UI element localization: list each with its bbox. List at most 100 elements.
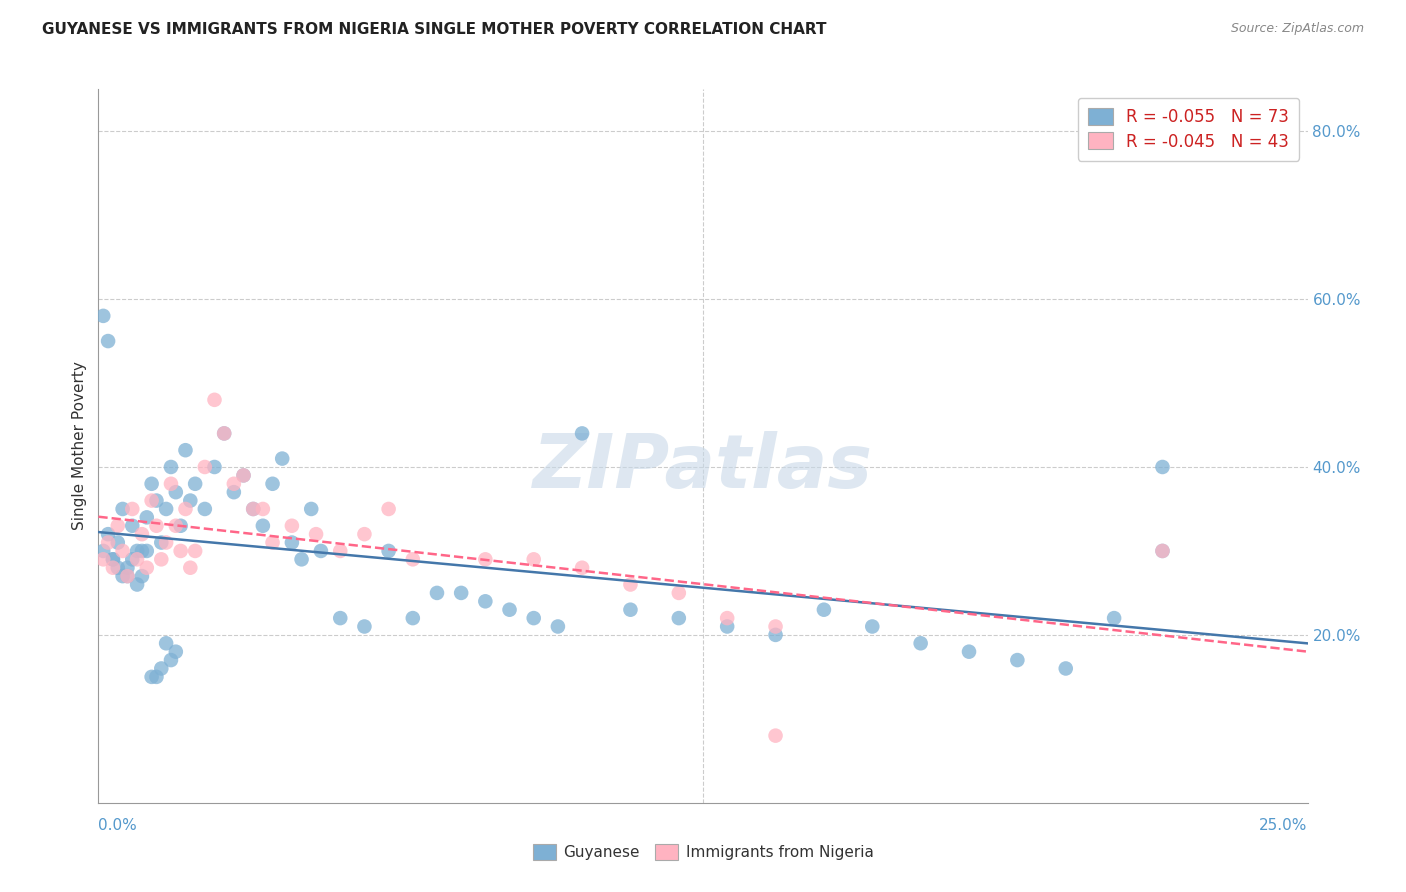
Point — [155, 535, 177, 549]
Point — [174, 443, 197, 458]
Point — [1054, 661, 1077, 675]
Point — [160, 476, 183, 491]
Point — [377, 544, 399, 558]
Point — [299, 502, 322, 516]
Point — [523, 611, 546, 625]
Point — [271, 451, 294, 466]
Point — [150, 535, 173, 549]
Point — [353, 619, 375, 633]
Point — [135, 544, 157, 558]
Point — [121, 518, 143, 533]
Point — [426, 586, 449, 600]
Point — [1007, 653, 1029, 667]
Text: 0.0%: 0.0% — [98, 818, 138, 832]
Point — [145, 670, 167, 684]
Point — [97, 535, 120, 549]
Point — [353, 527, 375, 541]
Point — [1152, 544, 1174, 558]
Point — [212, 426, 235, 441]
Point — [117, 569, 139, 583]
Point — [402, 552, 425, 566]
Point — [121, 502, 143, 516]
Point — [194, 460, 217, 475]
Point — [910, 636, 932, 650]
Point — [523, 552, 546, 566]
Point — [165, 518, 187, 533]
Point — [262, 476, 284, 491]
Point — [765, 729, 787, 743]
Point — [813, 603, 835, 617]
Point — [571, 426, 593, 441]
Legend: Guyanese, Immigrants from Nigeria: Guyanese, Immigrants from Nigeria — [526, 838, 880, 866]
Point — [127, 577, 149, 591]
Point — [150, 661, 173, 675]
Point — [242, 502, 264, 516]
Point — [402, 611, 425, 625]
Point — [127, 544, 149, 558]
Point — [169, 518, 191, 533]
Point — [765, 628, 787, 642]
Point — [290, 552, 312, 566]
Point — [107, 535, 129, 549]
Point — [101, 552, 124, 566]
Point — [117, 560, 139, 574]
Point — [131, 544, 153, 558]
Point — [179, 493, 201, 508]
Point — [131, 569, 153, 583]
Point — [329, 611, 352, 625]
Point — [150, 552, 173, 566]
Point — [169, 544, 191, 558]
Point — [668, 586, 690, 600]
Point — [212, 426, 235, 441]
Point — [194, 502, 217, 516]
Point — [155, 502, 177, 516]
Point — [97, 334, 120, 348]
Point — [101, 552, 124, 566]
Point — [174, 502, 197, 516]
Point — [450, 586, 472, 600]
Point — [619, 603, 641, 617]
Point — [474, 552, 496, 566]
Point — [716, 611, 738, 625]
Point — [1152, 544, 1174, 558]
Point — [377, 502, 399, 516]
Point — [111, 544, 134, 558]
Point — [165, 485, 187, 500]
Point — [716, 619, 738, 633]
Point — [91, 552, 114, 566]
Point — [957, 645, 980, 659]
Point — [252, 502, 274, 516]
Point — [135, 510, 157, 524]
Point — [619, 577, 641, 591]
Point — [547, 619, 569, 633]
Point — [222, 485, 245, 500]
Point — [262, 535, 284, 549]
Text: Source: ZipAtlas.com: Source: ZipAtlas.com — [1230, 22, 1364, 36]
Point — [141, 493, 163, 508]
Point — [309, 544, 332, 558]
Point — [135, 560, 157, 574]
Point — [111, 569, 134, 583]
Point — [860, 619, 883, 633]
Point — [204, 460, 226, 475]
Point — [160, 460, 183, 475]
Point — [232, 468, 254, 483]
Point — [281, 535, 304, 549]
Point — [668, 611, 690, 625]
Point — [141, 476, 163, 491]
Point — [571, 560, 593, 574]
Point — [222, 476, 245, 491]
Point — [121, 552, 143, 566]
Point — [101, 560, 124, 574]
Point — [329, 544, 352, 558]
Point — [474, 594, 496, 608]
Point — [232, 468, 254, 483]
Point — [252, 518, 274, 533]
Point — [160, 653, 183, 667]
Text: 25.0%: 25.0% — [1260, 818, 1308, 832]
Point — [131, 527, 153, 541]
Point — [97, 527, 120, 541]
Point — [127, 552, 149, 566]
Point — [165, 645, 187, 659]
Point — [765, 619, 787, 633]
